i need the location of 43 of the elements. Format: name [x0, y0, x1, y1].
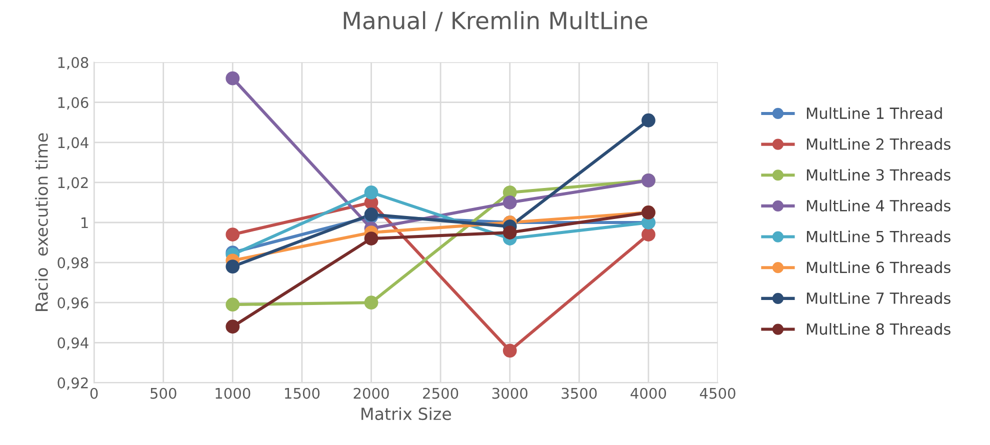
legend-label: MultLine 5 Threads: [806, 230, 950, 242]
y-tick-label: 1: [82, 217, 88, 228]
x-tick-label: 4000: [630, 388, 666, 399]
y-tick-label: 0,96: [58, 297, 88, 310]
y-tick-label: 1,02: [58, 177, 88, 190]
x-tick-label: 2000: [354, 388, 389, 399]
legend-label: MultLine 1 Thread: [806, 107, 942, 120]
x-tick-label: 1500: [284, 388, 320, 399]
y-tick-label: 1,06: [58, 97, 88, 110]
x-tick-label: 500: [150, 388, 176, 399]
point: [226, 260, 240, 274]
x-axis-title: Matrix Size: [362, 407, 452, 420]
legend-label: MultLine 7 Threads: [806, 292, 950, 304]
legend-label: MultLine 6 Threads: [806, 261, 950, 274]
y-tick-label: 0,98: [58, 257, 88, 270]
point: [364, 232, 378, 246]
point: [226, 71, 240, 86]
point: [642, 228, 656, 242]
point: [364, 296, 378, 310]
chart-title: Manual / Kremlin MultLine: [344, 11, 648, 32]
point: [226, 320, 240, 334]
point: [502, 196, 517, 210]
point: [226, 298, 240, 312]
legend-label: MultLine 8 Threads: [806, 323, 950, 335]
legend-label: MultLine 3 Threads: [806, 168, 950, 181]
point: [642, 113, 656, 128]
point: [502, 344, 517, 358]
y-tick-label: 1,08: [58, 57, 88, 70]
x-tick-label: 3500: [562, 388, 597, 399]
y-tick-label: 0,92: [58, 377, 88, 390]
legend-label: MultLine 2 Threads: [806, 138, 950, 150]
x-tick-label: 0: [90, 388, 98, 399]
x-tick-label: 2500: [423, 388, 458, 399]
point: [502, 226, 517, 240]
x-tick-label: 4500: [700, 388, 736, 399]
y-tick-label: 0,94: [58, 337, 88, 350]
y-axis-title: Racio execution time: [35, 133, 48, 311]
point: [364, 186, 378, 200]
x-tick-label: 3000: [492, 388, 528, 399]
y-tick-label: 1,04: [58, 137, 88, 150]
legend-label: MultLine 4 Threads: [806, 200, 950, 212]
x-tick-label: 1000: [216, 388, 250, 399]
point: [226, 228, 240, 242]
